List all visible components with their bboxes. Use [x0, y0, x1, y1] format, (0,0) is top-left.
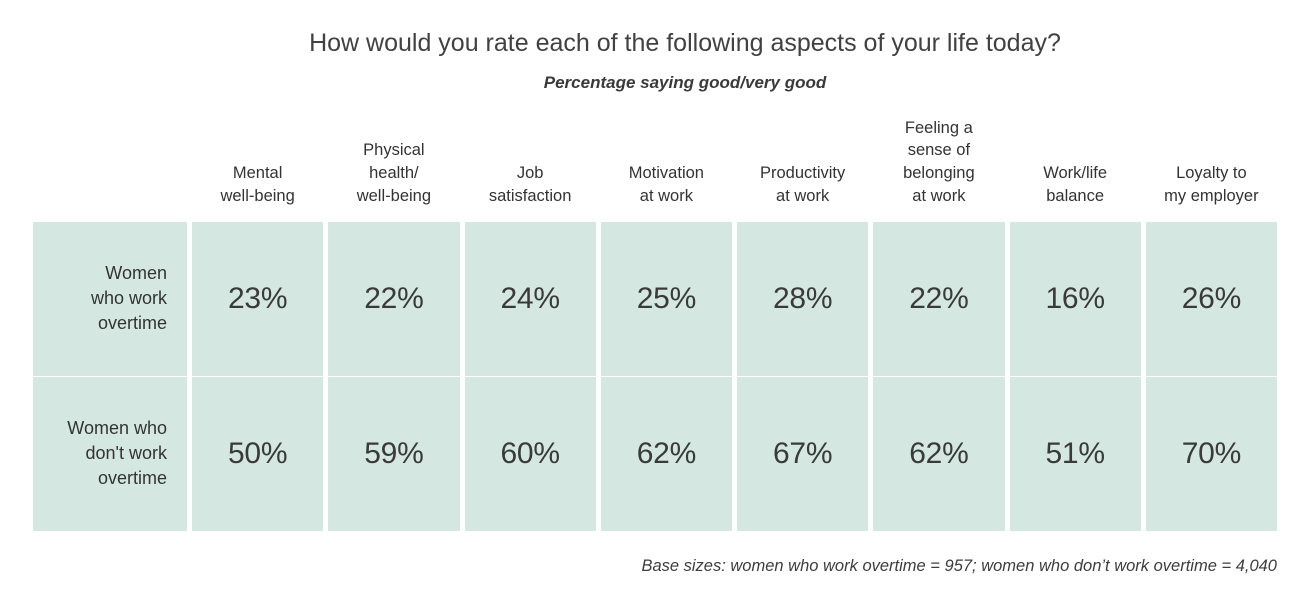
- figure-title: How would you rate each of the following…: [309, 29, 1061, 57]
- table-cell: 28%: [737, 221, 869, 376]
- column-header-belonging-at-work: Feeling a sense of belonging at work: [903, 118, 975, 205]
- row-label-women-who-dont-work-overtime: Women who don't work overtime: [33, 376, 187, 531]
- column-header-job-satisfaction: Job satisfaction: [488, 164, 572, 205]
- table-cell: 70%: [1145, 376, 1277, 531]
- value-overtime-motivation: 25%: [636, 281, 696, 315]
- table-cell: 23%: [192, 221, 324, 376]
- value-overtime-productivity: 28%: [773, 281, 833, 315]
- value-no-overtime-productivity: 67%: [773, 436, 833, 470]
- value-no-overtime-motivation: 62%: [636, 436, 696, 470]
- value-overtime-loyalty: 26%: [1181, 281, 1241, 315]
- table-cell: 22%: [328, 221, 460, 376]
- base-sizes-note: Base sizes: women who work overtime = 95…: [641, 556, 1277, 575]
- table-cell: 59%: [328, 376, 460, 531]
- value-no-overtime-work-life-balance: 51%: [1045, 436, 1105, 470]
- table-cell: 60%: [464, 376, 596, 531]
- column-header-mental-well-being: Mental well-being: [220, 164, 295, 205]
- value-no-overtime-belonging: 62%: [909, 436, 969, 470]
- value-no-overtime-physical: 59%: [364, 436, 424, 470]
- value-overtime-job-satisfaction: 24%: [500, 281, 560, 315]
- table-cell: 50%: [192, 376, 324, 531]
- value-no-overtime-mental: 50%: [228, 436, 288, 470]
- column-header-row: Mental well-being Physical health/ well-…: [33, 94, 1277, 222]
- column-header-productivity-at-work: Productivity at work: [759, 164, 846, 205]
- table-cell: 24%: [464, 221, 596, 376]
- value-no-overtime-loyalty: 70%: [1181, 436, 1241, 470]
- table-cell: 51%: [1009, 376, 1141, 531]
- value-overtime-work-life-balance: 16%: [1045, 281, 1105, 315]
- table-cell: 16%: [1009, 221, 1141, 376]
- column-header-physical-health: Physical health/ well-being: [356, 141, 432, 205]
- table-cell: 26%: [1145, 221, 1277, 376]
- column-header-loyalty-to-employer: Loyalty to my employer: [1164, 164, 1259, 205]
- value-overtime-physical: 22%: [364, 281, 424, 315]
- table-cell: 62%: [873, 376, 1005, 531]
- table-cell: 22%: [873, 221, 1005, 376]
- table-cell: 25%: [600, 221, 732, 376]
- row-label-women-who-work-overtime: Women who work overtime: [33, 221, 187, 376]
- column-header-work-life-balance: Work/life balance: [1043, 164, 1108, 205]
- value-overtime-mental: 23%: [228, 281, 288, 315]
- value-overtime-belonging: 22%: [909, 281, 969, 315]
- table-cell: 62%: [600, 376, 732, 531]
- value-no-overtime-job-satisfaction: 60%: [500, 436, 560, 470]
- column-header-motivation-at-work: Motivation at work: [628, 164, 704, 205]
- data-table: Women who work overtime 23% 22% 24% 25% …: [33, 221, 1277, 531]
- table-cell: 67%: [737, 376, 869, 531]
- figure-subtitle: Percentage saying good/very good: [543, 72, 827, 92]
